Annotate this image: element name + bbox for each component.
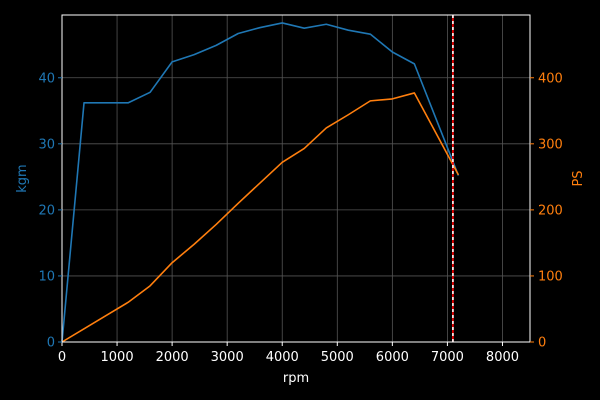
x-tick-label: 2000: [156, 350, 189, 365]
y-right-axis-ticks: 0 100 200 300 400: [530, 71, 563, 351]
y-left-axis-label: kgm: [15, 164, 30, 192]
x-tick-label: 3000: [211, 350, 244, 365]
x-tick-label: 0: [58, 350, 66, 365]
x-tick-label: 4000: [266, 350, 299, 365]
torque-series-line: [61, 22, 460, 343]
series-layer: [61, 22, 460, 343]
plot-frame: [61, 14, 531, 343]
y-right-axis-label: PS: [571, 170, 586, 186]
x-tick-label: 6000: [376, 350, 409, 365]
y-right-tick-label: 100: [538, 269, 563, 284]
y-left-axis-ticks: 0 10 20 30 40: [38, 71, 62, 351]
power-series-line: [61, 92, 460, 343]
y-right-tick-label: 0: [538, 336, 546, 351]
x-tick-label: 5000: [321, 350, 354, 365]
grid: [61, 15, 530, 343]
x-axis-label: rpm: [283, 371, 309, 386]
y-right-tick-label: 400: [538, 71, 563, 86]
x-tick-label: 8000: [486, 350, 519, 365]
x-axis-ticks: 0 1000 2000 3000 4000 5000 6000 7000 8000: [58, 342, 519, 365]
y-right-tick-label: 300: [538, 137, 563, 152]
y-right-tick-label: 200: [538, 203, 563, 218]
x-tick-label: 7000: [431, 350, 464, 365]
x-tick-label: 1000: [101, 350, 134, 365]
y-left-tick-label: 40: [38, 71, 55, 86]
y-left-tick-label: 0: [47, 336, 55, 351]
y-left-tick-label: 10: [38, 269, 55, 284]
y-left-tick-label: 30: [38, 137, 55, 152]
y-left-tick-label: 20: [38, 203, 55, 218]
